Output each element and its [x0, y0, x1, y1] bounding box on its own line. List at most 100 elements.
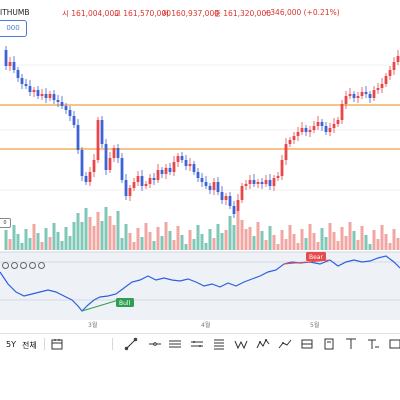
indicator-controls[interactable]: [2, 254, 47, 269]
candle-body: [352, 94, 356, 98]
wave-icon[interactable]: [256, 337, 270, 351]
volume-bar: [356, 240, 360, 250]
drawing-toolbar: 5Y 전체: [0, 333, 400, 354]
text-icon[interactable]: [366, 337, 380, 351]
candle-body: [336, 120, 340, 124]
candle-body: [64, 106, 68, 110]
candle-body: [68, 110, 72, 116]
volume-bar: [156, 227, 160, 250]
candle-body: [216, 182, 220, 192]
candle-body: [212, 182, 216, 190]
scope-button[interactable]: 전체: [22, 341, 37, 350]
month-label-april: 4월: [201, 322, 211, 329]
volume-bar: [292, 234, 296, 250]
volume-bar: [296, 243, 300, 250]
candle-body: [108, 158, 112, 170]
indicator-settings-icon[interactable]: [11, 262, 18, 269]
volume-bar: [64, 227, 68, 250]
candle-body: [172, 162, 176, 172]
volume-bar: [280, 230, 284, 250]
volume-bar: [224, 230, 228, 250]
candle-body: [24, 84, 28, 86]
volume-bar: [196, 225, 200, 250]
forecast-icon[interactable]: [322, 337, 336, 351]
volume-bar: [172, 240, 176, 250]
candle-body: [288, 140, 292, 144]
candle-body: [232, 206, 236, 214]
parallel-channel-icon[interactable]: [190, 337, 204, 351]
bull-label: Bull: [119, 300, 131, 307]
candle-body: [152, 178, 156, 180]
candle-body: [72, 116, 76, 125]
volume-bar: [108, 216, 112, 250]
volume-bar: [136, 228, 140, 250]
high-price: 고 161,570,000: [114, 9, 171, 18]
indicator-panel-bg: [0, 252, 400, 320]
candle-body: [188, 164, 192, 166]
text-symbol-icon[interactable]: [388, 337, 400, 351]
trend-line-icon[interactable]: [124, 337, 138, 351]
fibonacci-icon[interactable]: [212, 337, 226, 351]
calendar-icon[interactable]: [50, 337, 64, 351]
candle-body: [132, 182, 136, 188]
price-chart[interactable]: Bull Bear: [0, 0, 400, 333]
candle-body: [128, 188, 132, 196]
candle-body: [8, 62, 12, 66]
horizontal-lines-icon[interactable]: [168, 337, 182, 351]
month-label-may: 5월: [310, 322, 320, 329]
volume-bar: [276, 244, 280, 250]
volume-bar: [200, 234, 204, 250]
volume-bar: [96, 212, 100, 250]
volume-bar: [56, 232, 60, 250]
volume-bar: [176, 226, 180, 250]
indicator-line: [0, 255, 400, 312]
period-button[interactable]: 5Y: [6, 340, 16, 349]
indicator-visibility-icon[interactable]: [2, 262, 9, 269]
candle-body: [60, 102, 64, 106]
volume-bar: [40, 242, 44, 250]
bear-signal: Bear: [306, 252, 326, 261]
candle-body: [116, 148, 120, 158]
candle-body: [204, 182, 208, 186]
indicator-more-icon[interactable]: [38, 262, 45, 269]
pattern-w-icon[interactable]: [234, 337, 248, 351]
volume-bar: [348, 222, 352, 250]
candle-body: [344, 96, 348, 104]
volume-bar: [344, 236, 348, 250]
volume-bar: [212, 238, 216, 250]
projection-icon[interactable]: [300, 337, 314, 351]
candle-body: [196, 172, 200, 178]
bull-signal: Bull: [116, 298, 134, 307]
rectangle-icon[interactable]: [344, 337, 358, 351]
candle-body: [340, 104, 344, 120]
candle-body: [88, 172, 92, 182]
candle-body: [144, 184, 148, 186]
volume-bar: [180, 235, 184, 250]
candle-body: [52, 94, 56, 100]
horizontal-line-icon[interactable]: [148, 337, 162, 351]
volume-bar: [256, 222, 260, 250]
candle-body: [40, 94, 44, 96]
volume-bar: [236, 211, 240, 250]
volume-bar: [320, 228, 324, 250]
volume-bar: [8, 239, 12, 250]
volume-bar: [100, 221, 104, 250]
volume-bar: [12, 225, 16, 250]
volume-bar: [316, 242, 320, 250]
volume-bar: [240, 220, 244, 250]
indicator-remove-icon[interactable]: [29, 262, 36, 269]
candle-body: [228, 196, 232, 206]
close-price: 종 161,320,000: [214, 9, 271, 18]
volume-bar: [324, 237, 328, 250]
volume-bar: [160, 236, 164, 250]
volume-bar: [44, 228, 48, 250]
volume-bar: [216, 224, 220, 250]
volume-bar: [204, 243, 208, 250]
open-price: 시 161,004,000: [62, 9, 119, 18]
path-icon[interactable]: [278, 337, 292, 351]
candle-body: [12, 62, 16, 70]
candle-body: [392, 62, 396, 70]
candle-body: [328, 128, 332, 132]
indicator-source-icon[interactable]: [20, 262, 27, 269]
candle-body: [156, 170, 160, 180]
